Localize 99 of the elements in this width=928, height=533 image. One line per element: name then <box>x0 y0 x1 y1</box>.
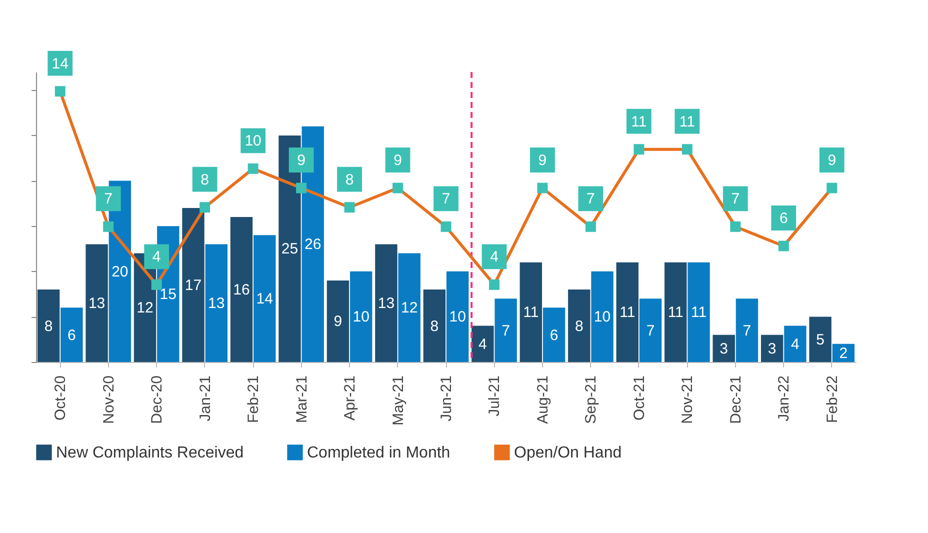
data-label: 7 <box>646 322 655 340</box>
bar <box>760 334 784 362</box>
data-label: 7 <box>502 322 510 340</box>
data-label: 8 <box>44 318 53 335</box>
legend-label: Completed in Month <box>307 444 450 462</box>
bar <box>205 244 228 362</box>
bar <box>616 262 638 362</box>
bar <box>375 244 398 362</box>
bar <box>712 334 735 362</box>
data-label: 11 <box>631 113 647 130</box>
bar <box>542 308 566 362</box>
x-tick-label: Jun-21 <box>438 376 455 422</box>
data-label: 26 <box>304 236 322 254</box>
data-label: 7 <box>742 322 752 340</box>
x-tick-label: Jan-22 <box>776 376 793 422</box>
bar <box>568 290 590 362</box>
bar <box>494 298 517 362</box>
data-label: 9 <box>828 152 836 169</box>
bar <box>398 253 420 362</box>
bar <box>182 208 204 362</box>
data-label: 7 <box>104 190 113 208</box>
data-label: 4 <box>152 248 161 266</box>
data-label: 9 <box>297 152 306 169</box>
data-label: 11 <box>523 304 539 322</box>
data-label: 13 <box>208 295 225 312</box>
data-label: 20 <box>112 263 128 280</box>
bar <box>446 271 469 362</box>
data-label: 6 <box>779 210 788 227</box>
x-tick-label: Jan-21 <box>196 376 214 422</box>
x-tick-label: Dec-20 <box>148 376 166 424</box>
bar <box>37 290 60 362</box>
data-label: 10 <box>594 308 611 326</box>
data-label: 8 <box>574 318 584 335</box>
data-label: 10 <box>352 308 370 326</box>
bar <box>520 262 542 362</box>
data-label: 4 <box>791 336 800 353</box>
data-label: 15 <box>160 286 176 304</box>
x-tick-label: Feb-22 <box>824 376 841 424</box>
legend-label: Open/On Hand <box>514 444 622 462</box>
bar <box>639 298 662 362</box>
x-tick-label: Oct-20 <box>52 376 70 421</box>
bar <box>688 262 710 362</box>
bar <box>664 262 687 362</box>
data-label: 17 <box>184 276 202 294</box>
bar <box>326 280 350 362</box>
data-label: 4 <box>478 336 487 353</box>
bar <box>254 235 276 362</box>
x-tick-label: Nov-20 <box>100 376 118 424</box>
bar <box>86 244 108 362</box>
data-label: 11 <box>668 304 684 322</box>
data-label: 12 <box>136 300 154 317</box>
x-tick-label: May-21 <box>390 376 407 426</box>
bar <box>809 316 832 362</box>
bar <box>472 326 494 362</box>
data-label: 7 <box>442 190 450 208</box>
x-tick-label: Dec-21 <box>727 376 744 424</box>
data-label: 25 <box>281 240 298 258</box>
data-label: 11 <box>620 304 636 322</box>
data-label: 9 <box>394 152 402 169</box>
legend-label: New Complaints Received <box>56 444 244 462</box>
x-tick-label: Sep-21 <box>582 376 600 424</box>
data-label: 11 <box>679 113 695 130</box>
data-label: 13 <box>378 295 395 312</box>
data-label: 7 <box>586 190 595 208</box>
data-label: 10 <box>244 132 262 150</box>
data-label: 5 <box>816 331 824 348</box>
data-label: 8 <box>345 171 354 188</box>
data-label: 14 <box>256 290 273 308</box>
data-label: 13 <box>88 295 106 312</box>
data-label: 8 <box>430 318 439 335</box>
data-label: 12 <box>400 300 418 317</box>
data-label: 9 <box>538 152 547 169</box>
bar <box>423 290 446 362</box>
x-tick-label: Jul-21 <box>486 376 504 416</box>
data-label: 11 <box>690 304 707 322</box>
data-label: 16 <box>233 282 250 298</box>
data-label: 6 <box>550 326 558 344</box>
data-label: 9 <box>334 313 342 330</box>
x-tick-label: Apr-21 <box>342 376 359 421</box>
x-tick-label: Mar-21 <box>293 376 310 424</box>
data-label: 4 <box>490 248 498 266</box>
x-tick-label: Feb-21 <box>245 376 262 424</box>
data-label: 10 <box>449 308 466 326</box>
x-tick-label: Oct-21 <box>630 376 648 421</box>
bar <box>736 298 758 362</box>
data-label: 8 <box>200 171 209 188</box>
bar <box>60 308 83 362</box>
data-label: 2 <box>839 344 848 362</box>
data-label: 14 <box>52 55 68 72</box>
x-tick-label: Aug-21 <box>534 376 552 424</box>
bar <box>591 271 614 362</box>
bar <box>784 326 806 362</box>
bar <box>230 217 253 362</box>
data-label: 3 <box>768 340 776 358</box>
data-label: 7 <box>731 190 740 208</box>
x-tick-label: Nov-21 <box>679 376 696 424</box>
data-label: 3 <box>720 340 728 358</box>
bar <box>350 271 372 362</box>
data-label: 6 <box>68 326 76 344</box>
